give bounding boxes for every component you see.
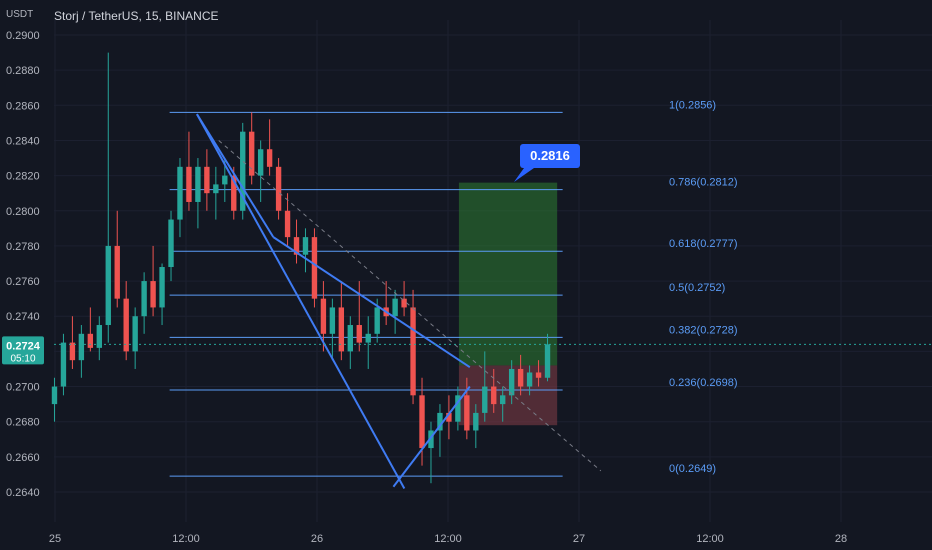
candle-body <box>78 333 85 361</box>
candle-body <box>240 131 246 211</box>
candle-body <box>491 386 497 405</box>
candle-body <box>526 372 533 387</box>
y-tick-label: 0.2800 <box>6 206 40 218</box>
triangle-line <box>196 113 275 238</box>
target-callout <box>520 144 580 168</box>
fib-level-label: 0.382(0.2728) <box>669 324 738 336</box>
x-tick-label: 27 <box>573 533 585 545</box>
candle-body <box>500 395 506 405</box>
candle-body <box>204 166 210 194</box>
fib-level-label: 0.5(0.2752) <box>669 282 725 294</box>
last-price-value: 0.2724 <box>6 340 41 352</box>
x-tick-label: 26 <box>311 533 323 545</box>
candle-body <box>535 372 542 378</box>
candle-body <box>150 281 156 308</box>
candle-body <box>311 237 318 299</box>
candle-body <box>284 210 291 238</box>
candle-body <box>114 245 120 299</box>
candle-body <box>105 245 111 326</box>
candle-body <box>392 298 398 317</box>
candle-body <box>132 316 138 352</box>
candle-body <box>266 149 273 167</box>
candle-body <box>159 267 165 308</box>
symbol-title: Storj / TetherUS, 15, BINANCE <box>54 9 219 23</box>
y-tick-label: 0.2660 <box>6 452 40 464</box>
y-tick-label: 0.2680 <box>6 417 40 429</box>
candle-body <box>231 175 237 211</box>
candle-body <box>60 342 67 387</box>
candle-body <box>329 307 336 334</box>
candle-body <box>374 307 380 334</box>
y-tick-label: 0.2640 <box>6 487 40 499</box>
candle-body <box>410 307 416 396</box>
candle-body <box>517 368 524 387</box>
candle-body <box>168 219 174 268</box>
y-tick-label: 0.2820 <box>6 171 40 183</box>
candle-body <box>293 237 300 255</box>
y-tick-label: 0.2740 <box>6 311 40 323</box>
candle-body <box>186 166 192 202</box>
candle-body <box>123 298 129 352</box>
candle-body <box>257 149 264 176</box>
countdown-value: 05:10 <box>10 353 35 364</box>
profit-zone <box>458 182 558 366</box>
triangle-line <box>196 113 406 489</box>
candle-body <box>338 307 345 352</box>
target-callout-text: 0.2816 <box>530 148 570 163</box>
candle-body <box>141 281 147 317</box>
candle-body <box>356 325 362 343</box>
candle-body <box>195 166 201 202</box>
x-tick-label: 12:00 <box>434 533 462 545</box>
fib-level-label: 0.618(0.2777) <box>669 238 738 250</box>
candle-body <box>302 237 309 255</box>
triangle-line <box>392 385 471 488</box>
fib-level-label: 1(0.2856) <box>669 99 716 111</box>
candle-body <box>437 412 443 431</box>
y-tick-label: 0.2880 <box>6 65 40 77</box>
x-tick-label: 25 <box>49 533 61 545</box>
candle-body <box>213 184 219 194</box>
y-tick-label: 0.2780 <box>6 241 40 253</box>
candle-body <box>320 298 327 334</box>
unit-label: USDT <box>6 9 34 20</box>
candle-body <box>275 166 282 211</box>
x-tick-label: 12:00 <box>696 533 724 545</box>
candle-body <box>446 412 452 422</box>
candle-body <box>177 166 183 220</box>
candle-body <box>347 325 353 352</box>
candle-body <box>508 368 515 396</box>
y-tick-label: 0.2900 <box>6 30 40 42</box>
y-tick-label: 0.2700 <box>6 382 40 394</box>
x-tick-label: 28 <box>835 533 847 545</box>
target-callout-pointer <box>514 168 534 182</box>
candle-body <box>87 333 94 348</box>
triangle-line <box>272 236 471 369</box>
y-tick-label: 0.2760 <box>6 276 40 288</box>
y-tick-label: 0.2840 <box>6 135 40 147</box>
candle-body <box>464 395 470 431</box>
candle-body <box>455 395 461 422</box>
candle-body <box>419 395 425 449</box>
candle-body <box>473 412 479 431</box>
candle-body <box>482 386 488 413</box>
candle-body <box>96 325 102 348</box>
candle-body <box>544 344 551 378</box>
fib-level-label: 0.786(0.2812) <box>669 177 738 189</box>
candle-body <box>51 386 58 405</box>
candle-body <box>365 333 371 343</box>
candle-body <box>69 342 76 361</box>
candle-body <box>428 430 434 449</box>
x-tick-label: 12:00 <box>172 533 200 545</box>
last-price-tag <box>2 336 44 365</box>
candle-body <box>401 298 407 308</box>
fib-level-label: 0.236(0.2698) <box>669 377 738 389</box>
fib-level-label: 0(0.2649) <box>669 463 716 475</box>
y-tick-label: 0.2860 <box>6 100 40 112</box>
candle-body <box>222 175 228 185</box>
candle-body <box>249 131 255 176</box>
